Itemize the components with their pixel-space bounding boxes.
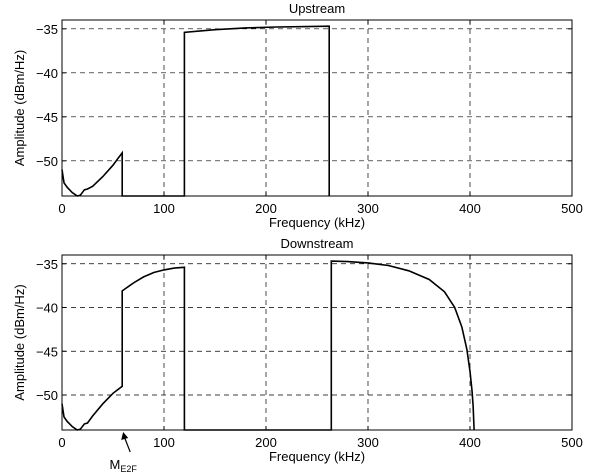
panel-2-x-tick-label: 0 [58,435,65,450]
panel-1-x-tick-label: 0 [58,201,65,216]
panel-2-annotation-arrowhead [121,432,129,440]
panel-1-x-axis-label: Frequency (kHz) [269,215,365,230]
panel-1-y-tick-label: −45 [36,110,58,125]
panel-2-x-tick-label: 200 [255,435,277,450]
panel-2-y-tick-label: −45 [36,344,58,359]
panel-1-series-line-1 [61,25,330,197]
panel-2-y-axis-label: Amplitude (dBm/Hz) [12,284,27,400]
panel-2-y-tick-label: −50 [36,388,58,403]
panel-1-x-tick-label: 100 [153,201,175,216]
panel-2-x-tick-label: 300 [357,435,379,450]
panel-2-y-tick-label: −40 [36,301,58,316]
panel-2-y-tick-label: −35 [36,257,58,272]
panel-1-y-tick-label: −50 [36,154,58,169]
panel-1-x-tick-label: 500 [561,201,583,216]
panel-1-x-tick-label: 200 [255,201,277,216]
panel-1-y-axis-label: Amplitude (dBm/Hz) [12,50,27,166]
panel-1-plot-frame [61,19,573,197]
panel-1-x-tick-label: 400 [459,201,481,216]
panel-2-plot-frame [61,254,573,431]
panel-2-x-axis-label: Frequency (kHz) [269,449,365,464]
panel-2-x-tick-label: 500 [561,435,583,450]
panel-2-x-tick-label: 400 [459,435,481,450]
panel-1-y-tick-label: −40 [36,66,58,81]
panel-2-series-line-1 [61,260,475,431]
panel-2-title: Downstream [281,236,354,251]
panel-1-title: Upstream [289,1,345,16]
panel-2-annotation-label: ME2F [110,457,138,474]
panel-2-x-tick-label: 100 [153,435,175,450]
panel-1-y-tick-label: −35 [36,22,58,37]
panel-1-x-tick-label: 300 [357,201,379,216]
